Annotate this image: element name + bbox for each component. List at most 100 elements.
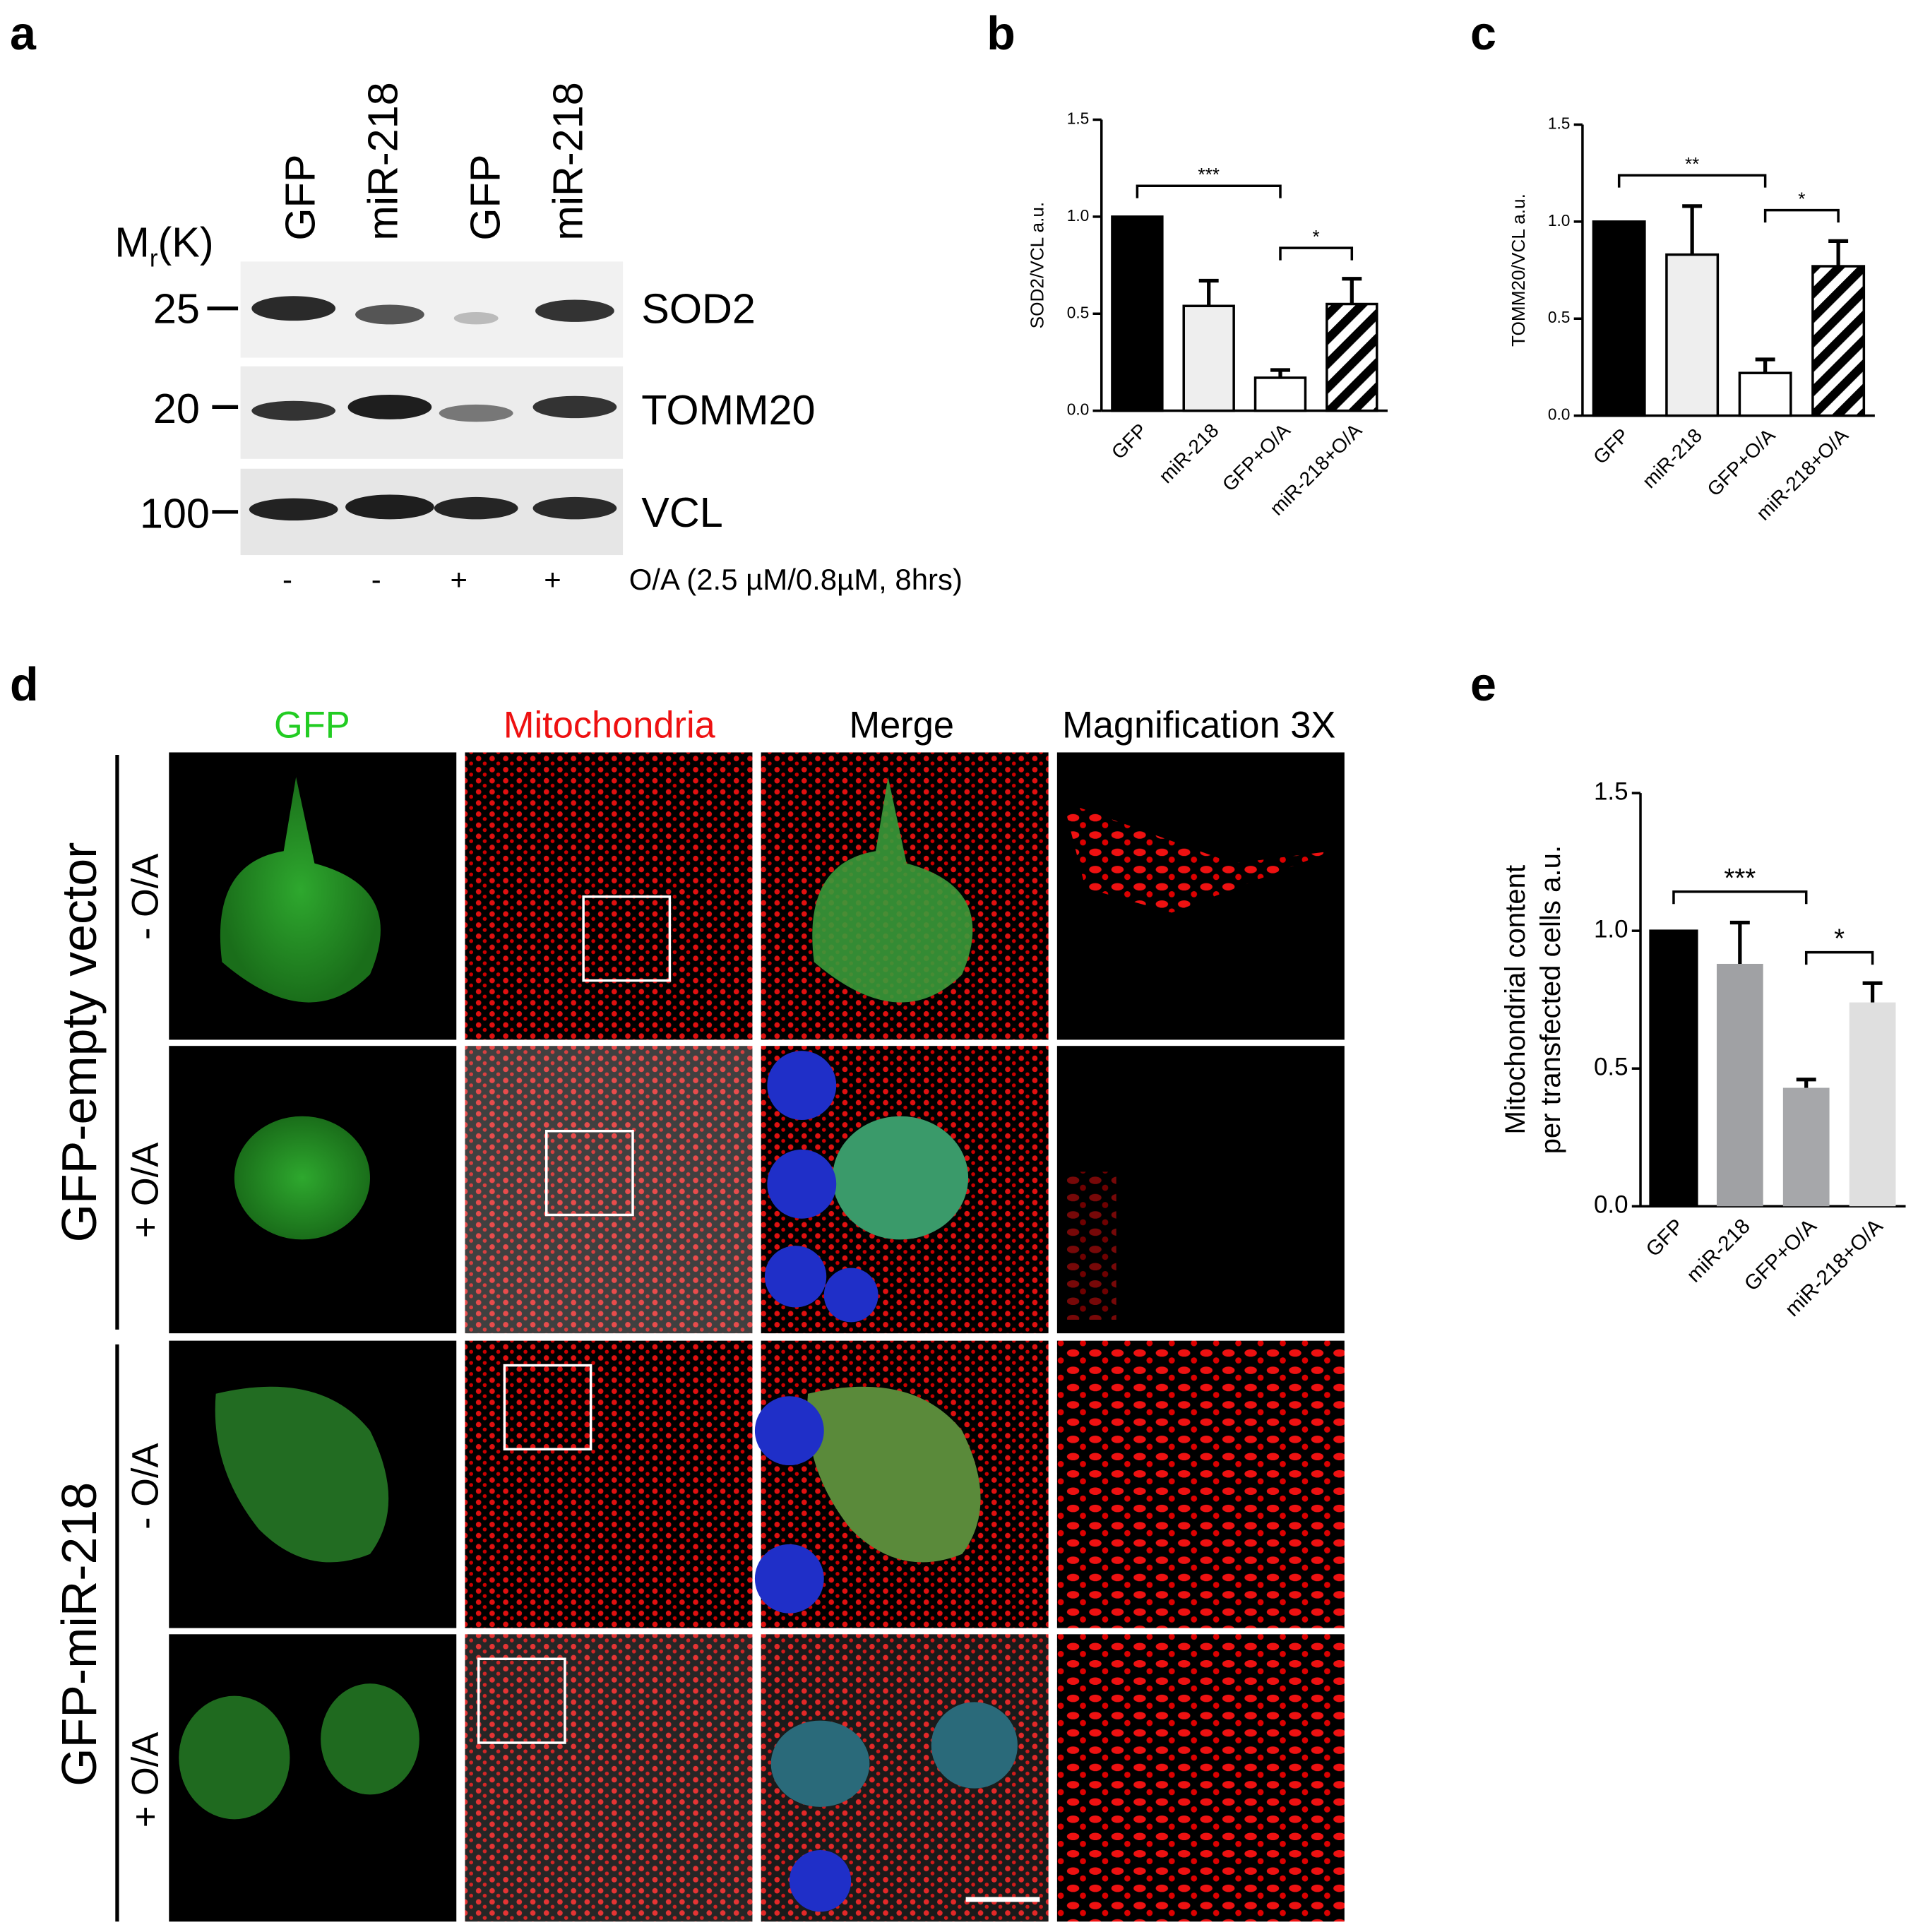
- band: [532, 496, 617, 520]
- x-tick-label: miR-218: [1638, 424, 1707, 493]
- band: [249, 498, 338, 521]
- nucleus: [754, 1544, 824, 1614]
- band: [251, 400, 336, 421]
- y-tick-label: 0.0: [1594, 1191, 1628, 1218]
- bar: [1665, 253, 1720, 417]
- image-mito: [465, 1340, 753, 1628]
- column-header: Mitochondria: [504, 705, 716, 746]
- cell: [807, 1386, 981, 1563]
- protein-label: SOD2: [641, 285, 756, 333]
- column-header: Magnification 3X: [1062, 705, 1335, 746]
- condition-label: - O/A: [126, 854, 167, 940]
- significance-label: *: [1834, 924, 1845, 954]
- western-blot: GFP miR-218 GFP miR-218 Mr(K) 25 20 100 …: [114, 82, 962, 596]
- cell: [812, 777, 973, 1003]
- mito-zoom: [1066, 1171, 1116, 1320]
- bar: [1849, 1002, 1896, 1207]
- y-tick-label: 0.5: [1594, 1053, 1628, 1080]
- band: [453, 311, 499, 325]
- panel-label: c: [1470, 8, 1496, 60]
- significance-label: *: [1313, 226, 1320, 247]
- y-axis-label: per transfected cells a.u.: [1535, 845, 1566, 1154]
- nucleus: [931, 1702, 1018, 1789]
- significance-bracket: [1136, 184, 1282, 198]
- significance-label: ***: [1198, 164, 1220, 185]
- condition-label: + O/A: [126, 1143, 167, 1238]
- x-tick-label: miR-218: [1155, 419, 1223, 488]
- bar: [1182, 304, 1235, 412]
- microscopy: GFP Mitochondria Merge Magnification 3X …: [52, 705, 1345, 1922]
- y-tick-label: 0.5: [1548, 308, 1571, 326]
- condition-label: + O/A: [126, 1732, 167, 1827]
- x-tick-label: GFP: [1641, 1215, 1688, 1261]
- lane-label: GFP: [276, 155, 323, 241]
- panel-label: d: [10, 659, 39, 711]
- y-tick-label: 1.5: [1594, 777, 1628, 805]
- x-tick-label: GFP: [1107, 419, 1152, 464]
- mw-main: M: [114, 218, 149, 266]
- image-zoom: [1056, 1634, 1345, 1922]
- group-label: GFP-empty vector: [52, 842, 107, 1243]
- marker-label: 20: [153, 385, 200, 432]
- mito-zoom: [1063, 801, 1333, 913]
- treatment-sign: -: [282, 563, 292, 596]
- panel-label: b: [987, 8, 1015, 60]
- nucleus: [767, 1051, 837, 1120]
- panel-label: e: [1470, 659, 1496, 711]
- treatment-sign: +: [544, 563, 561, 596]
- y-tick-label: 1.5: [1067, 109, 1090, 127]
- zoom-box: [503, 1364, 592, 1451]
- treatment-sign: +: [451, 563, 467, 596]
- zoom-box: [545, 1129, 634, 1217]
- x-tick-label: GFP+O/A: [1218, 419, 1294, 495]
- y-tick-label: 1.0: [1594, 915, 1628, 943]
- bar: [1592, 220, 1646, 417]
- image-zoom: [1056, 1340, 1345, 1628]
- y-tick-label: 1.0: [1067, 206, 1090, 225]
- zoom-box: [582, 895, 672, 982]
- cell: [179, 1695, 290, 1820]
- lane-label: GFP: [461, 155, 508, 241]
- nucleus: [754, 1396, 824, 1466]
- treatment-label: O/A (2.5 µM/0.8µM, 8hrs): [629, 563, 963, 596]
- y-tick-label: 1.0: [1548, 211, 1571, 229]
- band: [347, 394, 432, 419]
- image-mito: [465, 1046, 753, 1334]
- mw-unit: (K): [158, 218, 214, 266]
- lane-label: miR-218: [544, 82, 591, 240]
- group-label: GFP-miR-218: [52, 1482, 107, 1787]
- significance-label: **: [1685, 153, 1699, 174]
- band: [355, 304, 424, 325]
- marker-label: 25: [153, 285, 200, 333]
- y-axis-label: Mitochondrial content: [1499, 865, 1531, 1135]
- significance-bracket: [1672, 890, 1808, 905]
- bar: [1811, 265, 1866, 417]
- zoom-box: [477, 1657, 566, 1744]
- y-tick-label: 0.0: [1067, 400, 1090, 419]
- bar: [1326, 302, 1378, 412]
- cell: [215, 1386, 389, 1563]
- bar: [1111, 215, 1164, 412]
- significance-label: ***: [1724, 863, 1756, 893]
- cell: [321, 1683, 419, 1795]
- nucleus: [823, 1268, 878, 1323]
- band: [345, 494, 434, 520]
- significance-label: *: [1798, 189, 1805, 210]
- column-header: Merge: [850, 705, 954, 746]
- protein-label: VCL: [641, 489, 723, 536]
- condition-label: - O/A: [126, 1443, 167, 1530]
- nucleus: [789, 1849, 852, 1912]
- significance-bracket: [1804, 950, 1874, 965]
- treatment-sign: -: [371, 563, 381, 596]
- bar: [1649, 929, 1698, 1208]
- bar: [1782, 1087, 1830, 1207]
- significance-bracket: [1279, 246, 1354, 261]
- significance-bracket: [1617, 174, 1767, 188]
- y-tick-label: 0.5: [1067, 303, 1090, 321]
- y-tick-label: 0.0: [1548, 405, 1571, 424]
- y-axis-label: TOMM20/VCL a.u.: [1508, 193, 1529, 347]
- mw-label: Mr(K): [114, 218, 213, 272]
- cell: [832, 1116, 969, 1240]
